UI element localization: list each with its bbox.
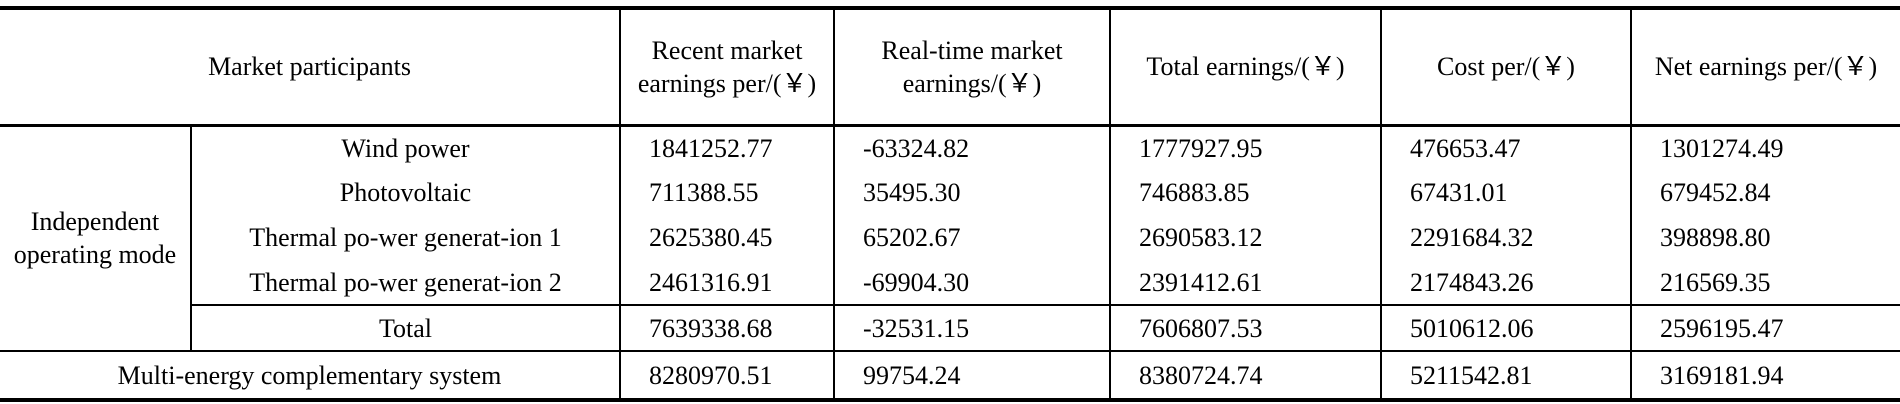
total-row: Total 7639338.68 -32531.15 7606807.53 501061…	[0, 304, 1900, 351]
value-cell: 398898.80	[1630, 215, 1900, 260]
data-row: Photovoltaic 711388.55 35495.30 746883.85 67…	[0, 170, 1900, 215]
data-row: Thermal po-wer generat-ion 2 2461316.91 -6…	[0, 260, 1900, 305]
value-cell: 99754.24	[833, 350, 1110, 402]
value-cell: 1301274.49	[1630, 125, 1900, 170]
header-cell: Net earnings per/(￥)	[1630, 6, 1900, 127]
value-cell: 35495.30	[833, 170, 1110, 215]
header-cell: Recent market earnings per/(￥)	[619, 6, 834, 127]
value-cell: 679452.84	[1630, 170, 1900, 215]
value-cell: -32531.15	[833, 304, 1110, 351]
header-cell: Real-time market earnings/(￥)	[833, 6, 1110, 127]
value-cell: 5010612.06	[1380, 304, 1631, 351]
row-label: Photovoltaic	[190, 170, 620, 215]
value-cell: 2291684.32	[1380, 215, 1631, 260]
value-cell: 2690583.12	[1109, 215, 1381, 260]
value-cell: 8380724.74	[1109, 350, 1381, 402]
header-cell: Cost per/(￥)	[1380, 6, 1631, 127]
value-cell: 711388.55	[619, 170, 834, 215]
value-cell: 2461316.91	[619, 260, 834, 305]
row-label: Total	[190, 304, 620, 351]
value-cell: 1777927.95	[1109, 125, 1381, 170]
data-row: Thermal po-wer generat-ion 1 2625380.45 65…	[0, 215, 1900, 260]
value-cell: 7639338.68	[619, 304, 834, 351]
system-row: Multi-energy complementary system 8280970…	[0, 350, 1900, 402]
earnings-table: Market participants Recent market earnin…	[0, 6, 1900, 402]
row-label: Wind power	[190, 125, 620, 170]
value-cell: -69904.30	[833, 260, 1110, 305]
header-cell: Total earnings/(￥)	[1109, 6, 1381, 127]
value-cell: 67431.01	[1380, 170, 1631, 215]
value-cell: 65202.67	[833, 215, 1110, 260]
value-cell: 2174843.26	[1380, 260, 1631, 305]
row-label: Thermal po-wer generat-ion 2	[190, 260, 620, 305]
value-cell: 216569.35	[1630, 260, 1900, 305]
value-cell: 5211542.81	[1380, 350, 1631, 402]
row-label: Multi-energy complementary system	[0, 350, 620, 402]
value-cell: 2625380.45	[619, 215, 834, 260]
value-cell: 8280970.51	[619, 350, 834, 402]
header-cell: Market participants	[0, 6, 620, 127]
header-row: Market participants Recent market earnin…	[0, 6, 1900, 127]
table-body: Independent operating mode Wind power 1841…	[0, 125, 1900, 402]
value-cell: 2391412.61	[1109, 260, 1381, 305]
row-label: Thermal po-wer generat-ion 1	[190, 215, 620, 260]
value-cell: 746883.85	[1109, 170, 1381, 215]
group-cell: Independent operating mode	[13, 207, 177, 270]
value-cell: 7606807.53	[1109, 304, 1381, 351]
table-header: Market participants Recent market earnin…	[0, 6, 1900, 127]
value-cell: 476653.47	[1380, 125, 1631, 170]
data-row: Independent operating mode Wind power 1841…	[0, 125, 1900, 269]
value-cell: -63324.82	[833, 125, 1110, 170]
value-cell: 3169181.94	[1630, 350, 1900, 402]
value-cell: 2596195.47	[1630, 304, 1900, 351]
value-cell: 1841252.77	[619, 125, 834, 170]
